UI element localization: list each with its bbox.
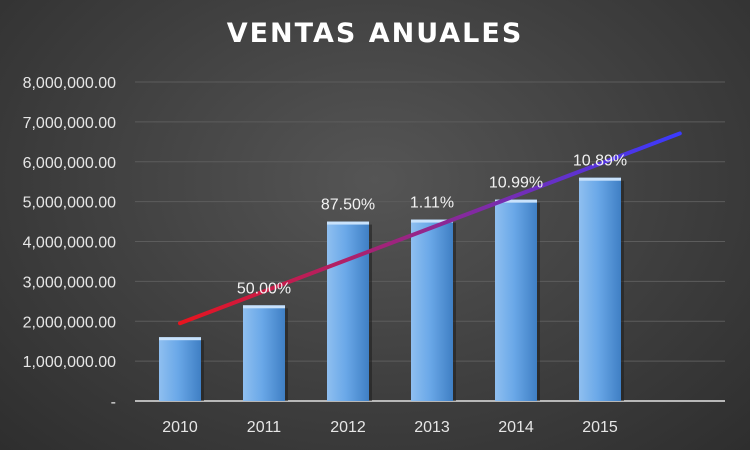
x-tick-label: 2014 (498, 419, 534, 436)
data-label: 1.11% (410, 195, 454, 212)
trendline (178, 131, 682, 326)
x-tick-label: 2010 (162, 419, 198, 436)
bar-bevel (579, 177, 621, 181)
chart-title: VENTAS ANUALES (226, 18, 524, 49)
y-tick-label: 3,000,000.00 (23, 274, 117, 291)
bar-bevel (327, 221, 369, 225)
data-label: 87.50% (321, 197, 375, 214)
y-tick-label: - (111, 394, 116, 411)
bar (243, 305, 285, 401)
bar-bevel (159, 337, 201, 341)
y-tick-label: 6,000,000.00 (23, 155, 117, 172)
y-tick-label: 2,000,000.00 (23, 314, 117, 331)
y-tick-label: 8,000,000.00 (23, 75, 117, 92)
bar (159, 337, 201, 401)
y-tick-label: 7,000,000.00 (23, 115, 117, 132)
bar (579, 177, 621, 401)
y-tick-label: 1,000,000.00 (23, 354, 117, 371)
bar (327, 221, 369, 401)
x-tick-label: 2012 (330, 419, 366, 436)
bar-bevel (411, 219, 453, 223)
data-label: 50.00% (237, 280, 291, 297)
data-label: 10.99% (489, 175, 543, 192)
y-tick-label: 5,000,000.00 (23, 195, 117, 212)
bar-bevel (495, 199, 537, 203)
bar (411, 219, 453, 401)
y-tick-label: 4,000,000.00 (23, 235, 117, 252)
x-tick-label: 2011 (247, 419, 282, 436)
bar-bevel (243, 305, 285, 309)
x-tick-label: 2013 (414, 419, 450, 436)
data-label: 10.89% (573, 153, 627, 170)
bar (495, 199, 537, 401)
x-tick-label: 2015 (582, 419, 618, 436)
